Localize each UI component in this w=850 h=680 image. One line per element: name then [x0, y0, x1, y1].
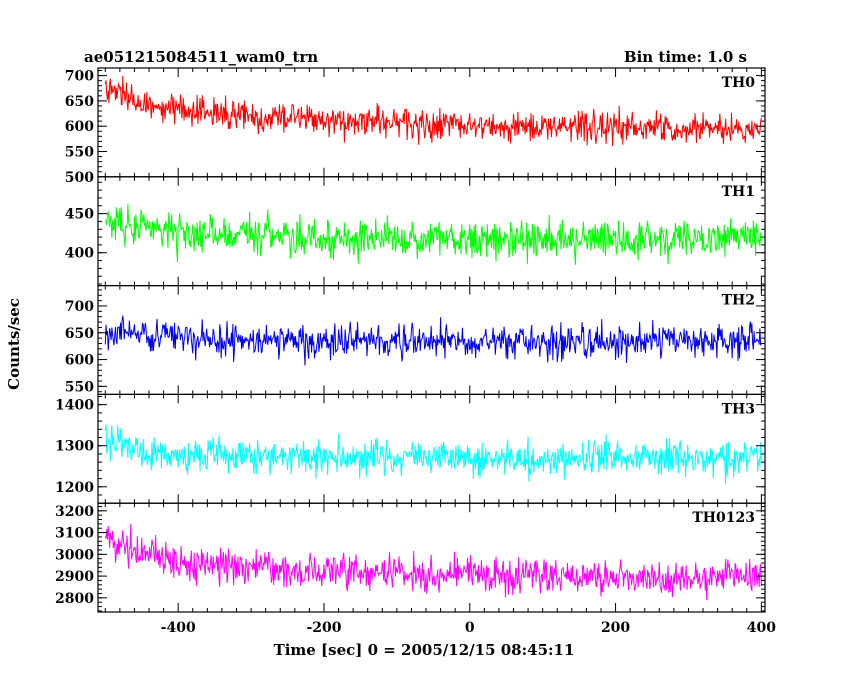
y-tick-label: 700: [65, 299, 94, 315]
y-tick-label: 3000: [55, 547, 94, 563]
y-tick-label: 650: [65, 326, 94, 342]
series-line-th0: [104, 75, 762, 146]
x-tick-label: -200: [306, 620, 341, 636]
x-tick-label: 200: [601, 620, 630, 636]
y-tick-label: 2800: [55, 591, 94, 607]
x-axis: -400 -200 0 200 400: [161, 620, 777, 636]
panel-label-th2: TH2: [722, 293, 755, 309]
bin-time-label: Bin time: 1.0 s: [624, 48, 747, 66]
y-tick-label: 1400: [55, 398, 94, 414]
y-tick-label: 1300: [55, 439, 94, 455]
x-tick-label: 400: [747, 620, 776, 636]
series-line-th1: [104, 203, 762, 265]
y-tick-label: 1200: [55, 480, 94, 496]
y-tick-label: 3200: [55, 504, 94, 520]
panel-frame: [97, 502, 766, 613]
y-tick-label: 600: [65, 353, 94, 369]
panel-label-th3: TH3: [722, 401, 755, 417]
y-tick-label: 700: [65, 69, 94, 85]
x-tick-label: -400: [161, 620, 196, 636]
y-tick-label: 600: [65, 119, 94, 135]
y-tick-label: 650: [65, 94, 94, 110]
panel-label-th0123: TH0123: [692, 510, 755, 526]
series-line-th3: [104, 424, 762, 484]
panels: 500 550 600 650 700 TH0 400 450 TH1 550 600 650 700 T…: [55, 67, 766, 613]
panel-label-th1: TH1: [722, 184, 755, 200]
panel-frame: [97, 393, 766, 504]
y-tick-label: 2900: [55, 569, 94, 585]
x-axis-label: Time [sec] 0 = 2005/12/15 08:45:11: [274, 641, 575, 659]
panel-th1: 400 450 TH1: [65, 176, 766, 287]
chart-title: ae051215084511_wam0_trn: [84, 48, 318, 66]
panel-th0123: 2800 2900 3000 3100 3200 TH0123: [55, 502, 766, 613]
x-tick-label: 0: [465, 620, 475, 636]
series-line-th0123: [104, 523, 762, 601]
panel-label-th0: TH0: [722, 75, 756, 91]
y-axis-label: Counts/sec: [5, 298, 23, 390]
series-line-th2: [104, 315, 762, 366]
y-tick-label: 400: [65, 246, 94, 262]
y-tick-label: 550: [65, 379, 94, 395]
y-tick-label: 3100: [55, 526, 94, 542]
panel-th3: 1200 1300 1400 TH3: [55, 393, 766, 504]
panel-th0: 500 550 600 650 700 TH0: [65, 67, 766, 186]
y-tick-label: 450: [65, 207, 94, 223]
y-tick-label: 500: [65, 170, 94, 186]
y-tick-label: 550: [65, 144, 94, 160]
panel-th2: 550 600 650 700 TH2: [65, 285, 766, 395]
